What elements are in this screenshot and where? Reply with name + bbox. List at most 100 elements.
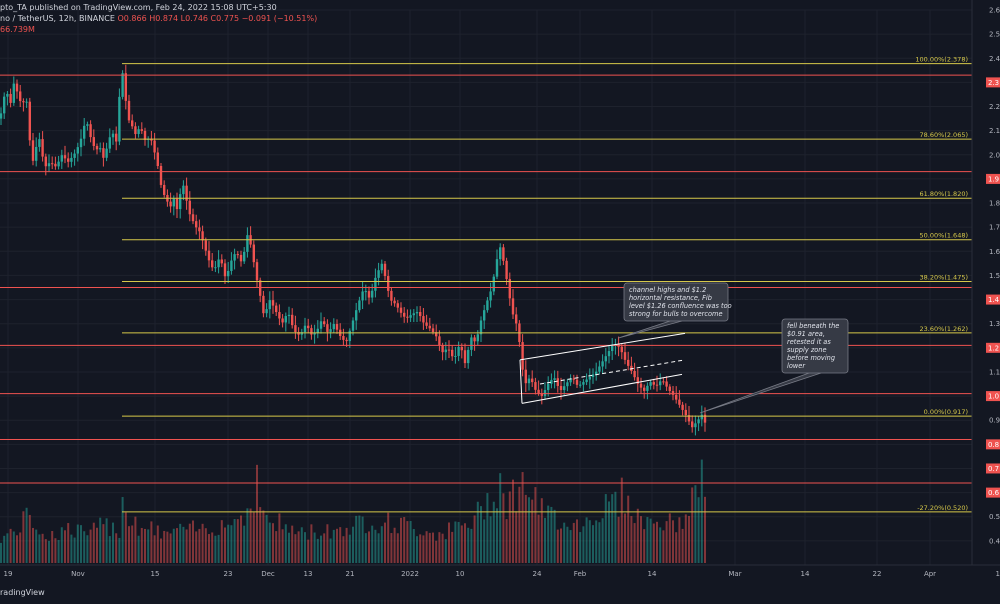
candle-body (188, 200, 191, 215)
candle-body (38, 139, 41, 147)
candle-body (313, 332, 316, 335)
candle-body (697, 419, 700, 424)
candle-body (348, 330, 351, 342)
volume-bar (64, 530, 66, 563)
price-level-tag (986, 342, 1000, 353)
volume-bar (294, 534, 297, 563)
callout-text: horizontal resistance, Fib (629, 294, 712, 302)
candle-body (591, 374, 595, 377)
volume-bar (473, 515, 476, 563)
candle-body (191, 214, 195, 222)
time-tick-label: 2022 (401, 570, 419, 578)
candle-body (12, 83, 15, 103)
candle-body (92, 137, 95, 146)
candle-body (687, 415, 691, 422)
time-tick-label: 24 (533, 570, 542, 578)
volume-bar (387, 512, 390, 563)
candle-body (223, 263, 227, 277)
candle-body (502, 247, 505, 261)
candle-body (572, 378, 575, 380)
volume-bar (86, 535, 89, 563)
candle-body (44, 156, 47, 167)
volume-bar (563, 522, 566, 563)
volume-bar (128, 526, 130, 563)
candle-body (335, 324, 339, 330)
volume-bar (208, 534, 210, 563)
volume-bar (236, 519, 239, 563)
volume-bar (361, 516, 364, 563)
callout-text: strong for bulls to overcome (629, 310, 723, 318)
volume-bar (284, 524, 287, 563)
volume-bar (470, 528, 473, 563)
candle-body (422, 316, 425, 323)
volume-bar (668, 513, 671, 563)
candle-body (467, 349, 470, 364)
candle-body (316, 328, 319, 333)
candle-body (425, 322, 428, 326)
candle-body (22, 101, 25, 103)
candle-body (540, 393, 543, 396)
volume-bar (505, 519, 508, 563)
volume-bar (220, 520, 223, 563)
callout-text: lower (787, 362, 806, 370)
volume-bar (457, 521, 460, 563)
candle-body (217, 259, 220, 268)
time-tick-label: 14 (801, 570, 810, 578)
volume-bar (332, 529, 335, 563)
volume-bar (297, 531, 300, 563)
volume-bar (272, 523, 274, 563)
candle-body (527, 378, 531, 384)
volume-bar (662, 530, 665, 563)
candle-body (163, 184, 166, 195)
candle-body (76, 147, 79, 154)
volume-bar (265, 514, 268, 563)
volume-bar (233, 519, 236, 563)
candle-body (198, 227, 201, 232)
volume-bar (140, 527, 143, 563)
candle-body (73, 153, 76, 158)
candle-body (665, 381, 668, 387)
volume-bar (368, 531, 370, 563)
callout-pointer (617, 320, 683, 339)
candle-body (207, 250, 211, 261)
volume-bar (691, 487, 694, 563)
volume-bar (579, 532, 582, 563)
price-level-tag-label: 0.6 (988, 489, 1000, 497)
candle-body (345, 339, 348, 342)
callout-text: fell beneath the (787, 322, 839, 330)
candle-body (409, 315, 412, 318)
volume-bar (60, 527, 63, 563)
volume-bar (460, 525, 463, 563)
candle-body (579, 384, 582, 386)
candle-body (31, 140, 35, 161)
fib-level-label: 38.20%(1.475) (920, 273, 968, 281)
candle-body (233, 254, 236, 261)
time-tick-label: Nov (71, 570, 85, 578)
volume-bar (396, 533, 399, 563)
callout-box (781, 318, 849, 374)
volume-bar (512, 479, 514, 563)
volume-bar (425, 531, 428, 563)
volume-bar (163, 530, 166, 563)
candle-body (412, 313, 415, 316)
price-level-tag (986, 439, 1000, 450)
candle-body (531, 378, 534, 383)
candle-body (489, 291, 492, 301)
volume-bar (540, 498, 543, 563)
candle-body (524, 369, 527, 384)
volume-bar (627, 495, 630, 563)
volume-bar (320, 535, 322, 563)
candle-body (140, 129, 143, 131)
volume-bar (675, 532, 678, 563)
volume-bar (550, 506, 553, 563)
candle-body (268, 300, 271, 310)
volume-bar (521, 472, 524, 563)
time-tick-label: 19 (4, 570, 13, 578)
fib-level-label: 23.60%(1.262) (920, 325, 968, 333)
volume-bar (448, 522, 450, 563)
candle-body (303, 325, 307, 333)
candle-body (275, 305, 278, 313)
candle-body (361, 291, 364, 301)
volume-bar (681, 528, 684, 563)
